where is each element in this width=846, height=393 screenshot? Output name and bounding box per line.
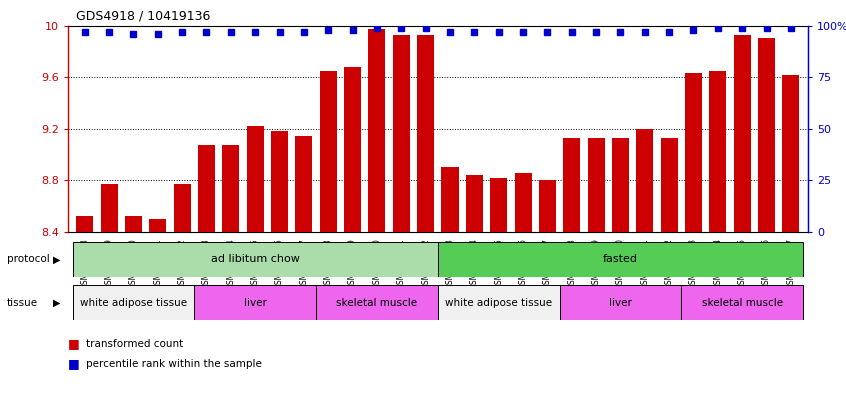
Text: white adipose tissue: white adipose tissue <box>445 298 552 308</box>
Text: ■: ■ <box>68 337 80 351</box>
Text: skeletal muscle: skeletal muscle <box>701 298 783 308</box>
Text: liver: liver <box>244 298 266 308</box>
Bar <box>368 29 386 232</box>
Bar <box>490 178 508 232</box>
Bar <box>588 138 605 232</box>
Bar <box>316 285 437 320</box>
Bar <box>758 39 775 232</box>
Bar <box>612 138 629 232</box>
Bar <box>437 285 559 320</box>
Bar <box>195 285 316 320</box>
Text: white adipose tissue: white adipose tissue <box>80 298 187 308</box>
Bar <box>514 173 531 232</box>
Bar <box>681 285 803 320</box>
Text: skeletal muscle: skeletal muscle <box>337 298 417 308</box>
Bar <box>73 242 437 277</box>
Text: liver: liver <box>609 298 632 308</box>
Text: GDS4918 / 10419136: GDS4918 / 10419136 <box>76 10 211 23</box>
Bar <box>709 71 727 232</box>
Bar <box>685 73 702 232</box>
Bar <box>563 138 580 232</box>
Bar <box>442 167 459 232</box>
Text: transformed count: transformed count <box>86 339 184 349</box>
Bar <box>559 285 681 320</box>
Text: tissue: tissue <box>7 298 38 308</box>
Bar <box>222 145 239 232</box>
Bar <box>149 219 167 232</box>
Bar <box>636 129 653 232</box>
Bar <box>783 75 799 232</box>
Bar <box>76 217 93 232</box>
Bar <box>393 35 409 232</box>
Bar <box>539 180 556 232</box>
Bar <box>101 184 118 232</box>
Text: ▶: ▶ <box>53 254 61 264</box>
Text: ad libitum chow: ad libitum chow <box>211 254 299 264</box>
Text: ■: ■ <box>68 357 80 370</box>
Bar <box>295 136 312 232</box>
Bar <box>125 217 142 232</box>
Text: protocol: protocol <box>7 254 50 264</box>
Text: ▶: ▶ <box>53 298 61 308</box>
Bar <box>247 126 264 232</box>
Bar <box>271 131 288 232</box>
Bar <box>733 35 750 232</box>
Bar <box>437 242 803 277</box>
Bar <box>320 71 337 232</box>
Bar <box>344 67 361 232</box>
Bar <box>198 145 215 232</box>
Text: fasted: fasted <box>603 254 638 264</box>
Text: percentile rank within the sample: percentile rank within the sample <box>86 358 262 369</box>
Bar <box>466 175 483 232</box>
Bar <box>173 184 190 232</box>
Bar <box>661 138 678 232</box>
Bar <box>73 285 195 320</box>
Bar <box>417 35 434 232</box>
